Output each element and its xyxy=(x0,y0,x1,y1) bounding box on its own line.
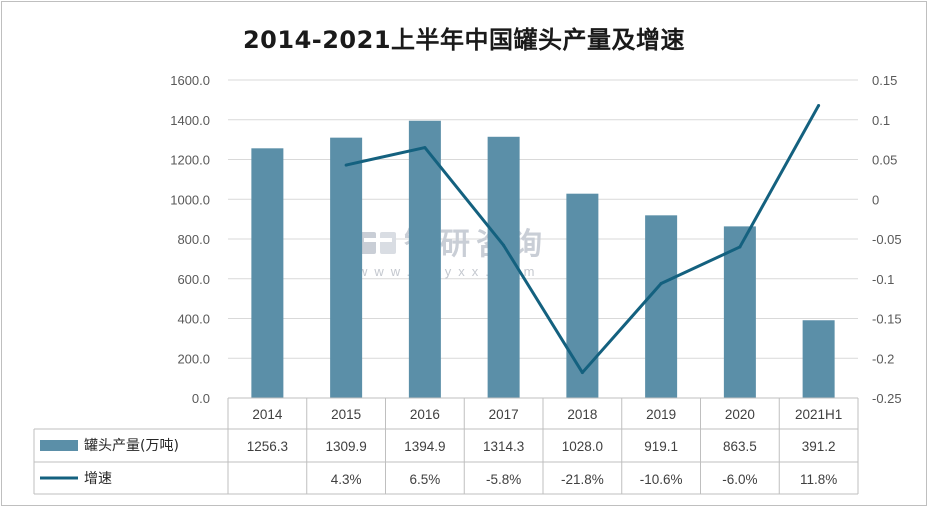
category-label: 2020 xyxy=(725,407,755,422)
table-cell-output: 863.5 xyxy=(723,439,757,454)
category-label: 2017 xyxy=(489,407,519,422)
left-tick-label: 600.0 xyxy=(177,272,210,287)
bar xyxy=(330,137,363,398)
table-cell-output: 1314.3 xyxy=(483,439,524,454)
table-cell-output: 1256.3 xyxy=(247,439,288,454)
right-tick-label: -0.2 xyxy=(872,351,894,366)
left-tick-label: 800.0 xyxy=(177,232,210,247)
table-cell-output: 1028.0 xyxy=(562,439,603,454)
right-tick-label: -0.05 xyxy=(872,232,902,247)
chart-title: 2014-2021上半年中国罐头产量及增速 xyxy=(242,26,686,54)
left-tick-label: 1600.0 xyxy=(170,73,210,88)
table-cell-growth: -21.8% xyxy=(561,472,604,487)
line-point xyxy=(502,243,506,247)
category-label: 2021H1 xyxy=(795,407,842,422)
line-point xyxy=(344,163,348,167)
right-tick-label: 0.05 xyxy=(872,153,897,168)
table-cell-output: 1309.9 xyxy=(325,439,366,454)
left-tick-label: 400.0 xyxy=(177,312,210,327)
line-point xyxy=(580,371,584,375)
bar xyxy=(251,148,284,398)
left-axis: 0.0 200.0 400.0 600.0 800.0 1000.0 1200.0 1400.… xyxy=(170,73,210,406)
table-cell-growth: 6.5% xyxy=(409,472,440,487)
table-cell-output: 391.2 xyxy=(802,439,836,454)
right-axis: -0.25 -0.2 -0.15 -0.1 -0.05 0 0.05 0.1 0.15 xyxy=(872,73,902,406)
gridlines xyxy=(228,79,858,359)
table-cell-growth: -5.8% xyxy=(486,472,521,487)
category-label: 2014 xyxy=(252,407,283,422)
right-tick-label: 0 xyxy=(872,192,879,207)
legend-bar-swatch xyxy=(40,440,78,451)
table-cell-growth: 11.8% xyxy=(800,472,837,487)
table-cell-output: 919.1 xyxy=(644,439,678,454)
line-point xyxy=(423,146,427,150)
table-cell-growth: -10.6% xyxy=(640,472,683,487)
watermark-logo-icon xyxy=(360,232,396,254)
table-cell-growth: -6.0% xyxy=(722,472,757,487)
left-tick-label: 0.0 xyxy=(192,391,210,406)
bar xyxy=(487,136,520,398)
legend-line-label: 增速 xyxy=(84,471,112,487)
right-tick-label: -0.25 xyxy=(872,391,902,406)
bar xyxy=(645,215,678,398)
line-point xyxy=(817,103,821,107)
line-point xyxy=(738,245,742,249)
line-series xyxy=(344,103,821,375)
category-label: 2019 xyxy=(646,407,676,422)
data-table: 2014 2015 2016 2017 2018 2019 2020 2021H1 罐头产量(万… xyxy=(33,397,859,495)
line-point xyxy=(659,282,663,286)
bar xyxy=(802,320,835,398)
category-label: 2018 xyxy=(567,407,597,422)
category-label: 2015 xyxy=(331,407,361,422)
left-tick-label: 1000.0 xyxy=(170,192,210,207)
bar xyxy=(566,193,599,398)
bar-series xyxy=(251,120,835,399)
left-tick-label: 1200.0 xyxy=(170,153,210,168)
right-tick-label: 0.1 xyxy=(872,113,890,128)
bar xyxy=(408,120,441,399)
right-tick-label: 0.15 xyxy=(872,73,897,88)
table-cell-output: 1394.9 xyxy=(404,439,445,454)
category-label: 2016 xyxy=(410,407,440,422)
table-cell-growth: 4.3% xyxy=(331,472,362,487)
right-tick-label: -0.15 xyxy=(872,312,902,327)
right-tick-label: -0.1 xyxy=(872,272,894,287)
left-tick-label: 1400.0 xyxy=(170,113,210,128)
bar xyxy=(723,226,756,398)
left-tick-label: 200.0 xyxy=(177,351,210,366)
legend-bar-label: 罐头产量(万吨) xyxy=(84,438,179,454)
